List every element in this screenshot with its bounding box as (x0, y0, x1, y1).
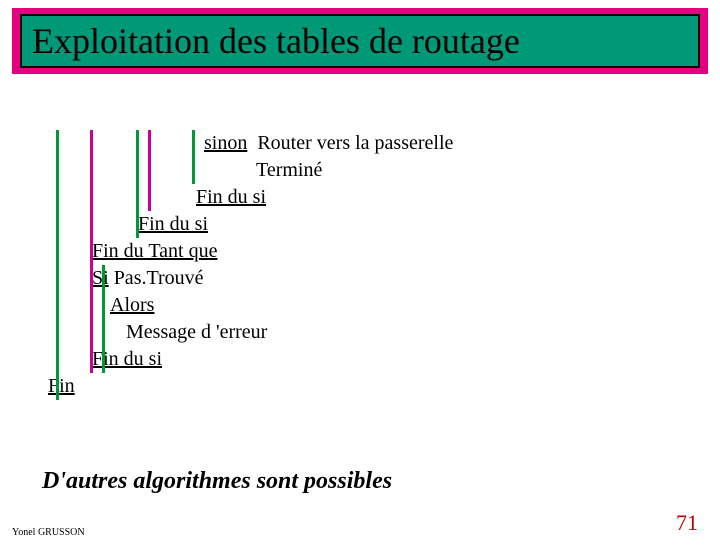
keyword: Fin du si (138, 213, 208, 235)
keyword: Fin (48, 375, 75, 397)
indent-bar (192, 130, 195, 184)
keyword: Fin du Tant que (92, 240, 217, 262)
page-number: 71 (676, 510, 698, 536)
keyword: Si (92, 267, 109, 289)
algorithm-block: sinon Router vers la passerelle Terminé … (56, 130, 453, 400)
code-line: Fin du si (56, 211, 453, 238)
indent-bar (136, 130, 139, 238)
title-outer: Exploitation des tables de routage (12, 8, 708, 74)
code-line: Terminé (56, 157, 453, 184)
code-line: Fin du Tant que (56, 238, 453, 265)
code-line: Fin du si (56, 184, 453, 211)
code-line: Message d 'erreur (56, 319, 453, 346)
indent-bar (56, 130, 59, 400)
code-line: Alors (56, 292, 453, 319)
code-line: Fin (48, 373, 453, 400)
footer-note: D'autres algorithmes sont possibles (42, 468, 392, 495)
indent-bar (102, 265, 105, 373)
page-title: Exploitation des tables de routage (20, 14, 700, 68)
code-line: Si Pas.Trouvé (56, 265, 453, 292)
keyword: Fin du si (196, 186, 266, 208)
indent-bar (90, 130, 93, 373)
code-line: Fin du si (56, 346, 453, 373)
keyword: Alors (110, 294, 154, 316)
code-line: sinon Router vers la passerelle (56, 130, 453, 157)
keyword: sinon (204, 132, 247, 154)
indent-bar (148, 130, 151, 211)
author-label: Yonel GRUSSON (12, 527, 85, 538)
code-text: Router vers la passerelle (247, 132, 453, 154)
code-text: Pas.Trouvé (109, 267, 204, 289)
